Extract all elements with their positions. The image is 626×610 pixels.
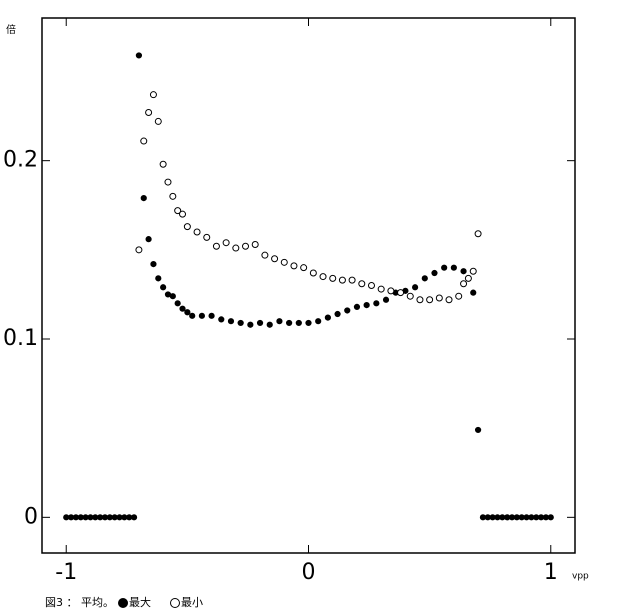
point: [130, 514, 138, 521]
point: [377, 285, 385, 293]
x-tick-label: 1: [544, 560, 558, 585]
point: [290, 262, 298, 270]
point: [382, 296, 390, 303]
y-unit: 倍: [6, 23, 16, 36]
point: [344, 307, 351, 314]
point: [155, 275, 162, 282]
point: [169, 293, 176, 300]
point: [218, 316, 225, 323]
point: [140, 195, 147, 202]
point: [300, 264, 308, 272]
point: [227, 318, 235, 325]
point: [276, 318, 283, 325]
point: [135, 52, 143, 59]
point: [315, 318, 322, 325]
point: [184, 309, 191, 316]
point: [460, 268, 467, 275]
point: [159, 160, 167, 168]
point: [193, 228, 201, 236]
point: [266, 321, 273, 328]
point: [251, 240, 259, 248]
point: [373, 300, 380, 307]
plot-frame: [41, 17, 576, 554]
point: [469, 267, 477, 275]
point: [460, 280, 468, 288]
point: [441, 264, 448, 271]
point: [149, 91, 157, 99]
point: [474, 426, 482, 434]
point: [358, 280, 366, 288]
point: [319, 273, 327, 281]
point: [431, 269, 438, 277]
point: [222, 239, 230, 247]
point: [348, 276, 356, 284]
point: [406, 292, 414, 300]
point: [145, 236, 152, 243]
point: [435, 294, 443, 302]
y-tick-label: 0.2: [3, 148, 38, 173]
point: [150, 261, 157, 268]
caption: 図3 ： 平均。: [45, 596, 114, 609]
point: [247, 321, 254, 328]
point: [280, 258, 288, 266]
x-tick-label: -1: [55, 560, 77, 585]
y-tick-label: 0.1: [3, 326, 38, 351]
point: [387, 287, 395, 295]
point: [470, 289, 477, 296]
point: [169, 192, 177, 200]
point: [242, 242, 250, 250]
legend-label: 最小: [181, 596, 203, 609]
point: [367, 282, 375, 289]
point: [421, 275, 428, 282]
point: [256, 319, 264, 327]
point: [145, 109, 153, 117]
point: [179, 210, 187, 218]
point: [183, 223, 191, 231]
point: [397, 289, 405, 297]
point: [212, 242, 220, 250]
point: [198, 312, 205, 319]
point: [445, 296, 453, 304]
point: [450, 264, 457, 271]
point: [547, 514, 554, 521]
point: [160, 284, 167, 291]
point: [286, 319, 293, 327]
point: [416, 296, 424, 304]
point: [164, 178, 172, 186]
point: [189, 312, 196, 319]
point: [174, 300, 181, 307]
point: [203, 233, 211, 241]
point: [474, 230, 482, 238]
point: [135, 246, 143, 254]
x-unit: vpp: [572, 572, 589, 582]
point: [338, 276, 346, 284]
point: [232, 244, 240, 252]
point: [334, 310, 341, 318]
point: [237, 319, 244, 327]
point: [426, 296, 434, 304]
point: [324, 314, 331, 321]
legend-marker: [118, 598, 128, 608]
point: [154, 117, 162, 125]
point: [179, 305, 186, 312]
point: [261, 251, 269, 259]
y-tick-label: 0: [24, 504, 38, 529]
point: [329, 274, 337, 282]
legend-marker: [170, 598, 180, 608]
point: [271, 255, 279, 263]
point: [140, 137, 148, 145]
point: [363, 302, 370, 309]
point: [305, 319, 312, 327]
point: [295, 319, 302, 327]
point: [208, 312, 215, 319]
point: [353, 303, 361, 310]
legend-label: 最大: [129, 595, 151, 609]
point: [174, 207, 182, 215]
x-tick-label: 0: [302, 560, 316, 585]
point: [464, 274, 472, 282]
point: [455, 292, 463, 300]
point: [412, 284, 419, 291]
point: [309, 269, 317, 277]
